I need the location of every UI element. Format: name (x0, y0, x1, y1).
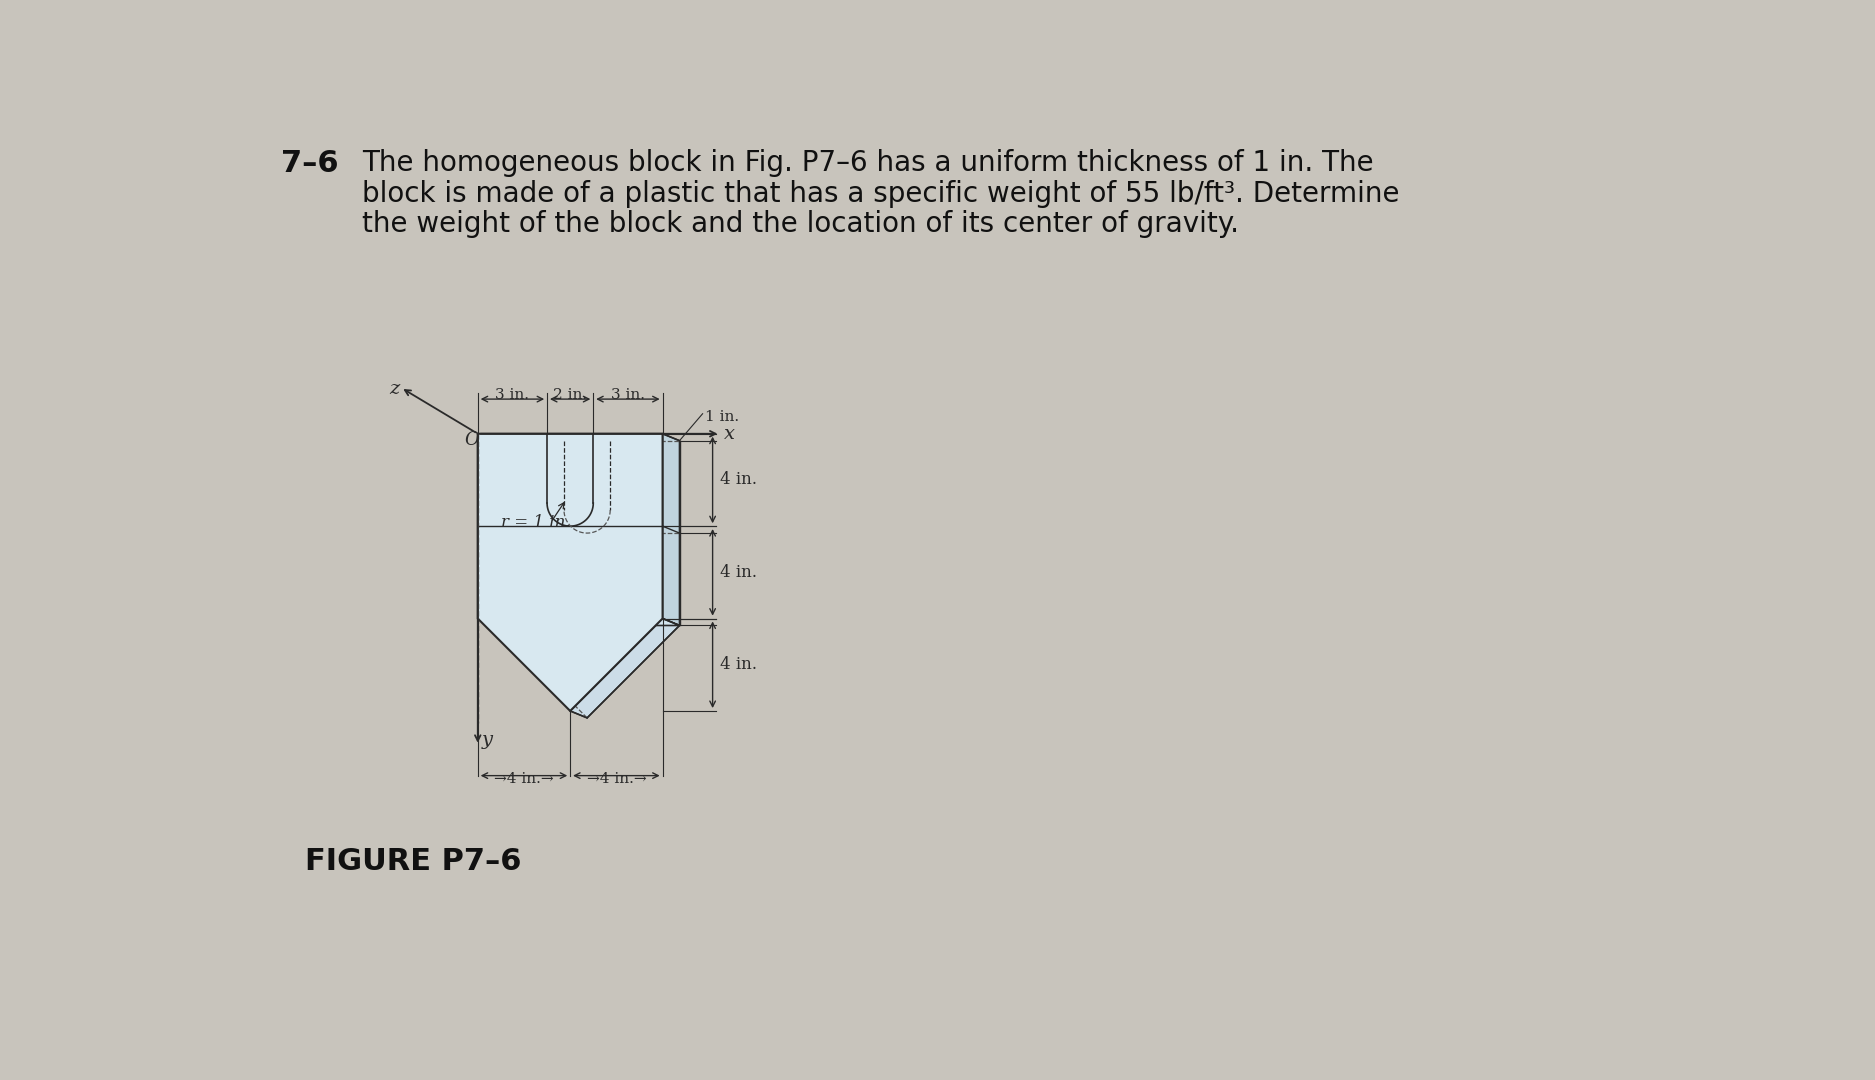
Text: 4 in.: 4 in. (720, 657, 758, 673)
Text: 4 in.: 4 in. (720, 472, 758, 488)
Text: →4 in.→: →4 in.→ (587, 772, 647, 786)
Polygon shape (478, 434, 662, 711)
Text: y: y (482, 731, 493, 750)
Polygon shape (570, 619, 679, 718)
Text: r = 1 in.: r = 1 in. (501, 514, 570, 530)
Polygon shape (662, 434, 679, 625)
Text: →4 in.→: →4 in.→ (495, 772, 553, 786)
Text: block is made of a plastic that has a specific weight of 55 lb/ft³. Determine: block is made of a plastic that has a sp… (362, 179, 1401, 207)
Text: FIGURE P7–6: FIGURE P7–6 (304, 848, 521, 877)
Text: 2 in.: 2 in. (553, 388, 587, 402)
Text: the weight of the block and the location of its center of gravity.: the weight of the block and the location… (362, 211, 1239, 239)
Text: x: x (724, 424, 735, 443)
Text: 1 in.: 1 in. (705, 410, 739, 423)
Text: O: O (463, 431, 478, 449)
Text: 3 in.: 3 in. (495, 388, 529, 402)
Text: 7–6: 7–6 (281, 149, 339, 178)
Text: The homogeneous block in Fig. P7–6 has a uniform thickness of 1 in. The: The homogeneous block in Fig. P7–6 has a… (362, 149, 1374, 177)
Text: 3 in.: 3 in. (611, 388, 645, 402)
Polygon shape (478, 619, 679, 625)
Text: z: z (390, 380, 399, 397)
Text: 4 in.: 4 in. (720, 564, 758, 581)
